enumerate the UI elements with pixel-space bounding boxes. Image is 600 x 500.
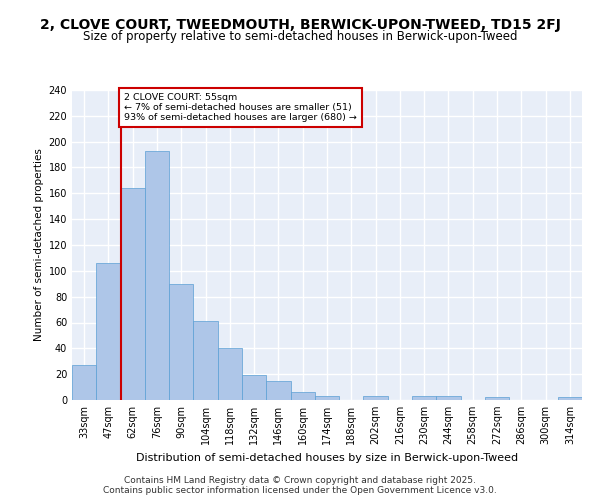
X-axis label: Distribution of semi-detached houses by size in Berwick-upon-Tweed: Distribution of semi-detached houses by … bbox=[136, 452, 518, 462]
Y-axis label: Number of semi-detached properties: Number of semi-detached properties bbox=[34, 148, 44, 342]
Bar bbox=[315, 396, 339, 400]
Bar bbox=[72, 365, 96, 400]
Bar bbox=[145, 150, 169, 400]
Bar bbox=[436, 396, 461, 400]
Bar bbox=[412, 396, 436, 400]
Bar bbox=[169, 284, 193, 400]
Bar bbox=[364, 396, 388, 400]
Bar bbox=[266, 380, 290, 400]
Bar bbox=[558, 398, 582, 400]
Bar bbox=[121, 188, 145, 400]
Text: Contains HM Land Registry data © Crown copyright and database right 2025.
Contai: Contains HM Land Registry data © Crown c… bbox=[103, 476, 497, 495]
Text: 2, CLOVE COURT, TWEEDMOUTH, BERWICK-UPON-TWEED, TD15 2FJ: 2, CLOVE COURT, TWEEDMOUTH, BERWICK-UPON… bbox=[40, 18, 560, 32]
Text: 2 CLOVE COURT: 55sqm
← 7% of semi-detached houses are smaller (51)
93% of semi-d: 2 CLOVE COURT: 55sqm ← 7% of semi-detach… bbox=[124, 92, 357, 122]
Text: Size of property relative to semi-detached houses in Berwick-upon-Tweed: Size of property relative to semi-detach… bbox=[83, 30, 517, 43]
Bar bbox=[485, 398, 509, 400]
Bar bbox=[193, 321, 218, 400]
Bar bbox=[290, 392, 315, 400]
Bar bbox=[242, 376, 266, 400]
Bar bbox=[218, 348, 242, 400]
Bar bbox=[96, 263, 121, 400]
